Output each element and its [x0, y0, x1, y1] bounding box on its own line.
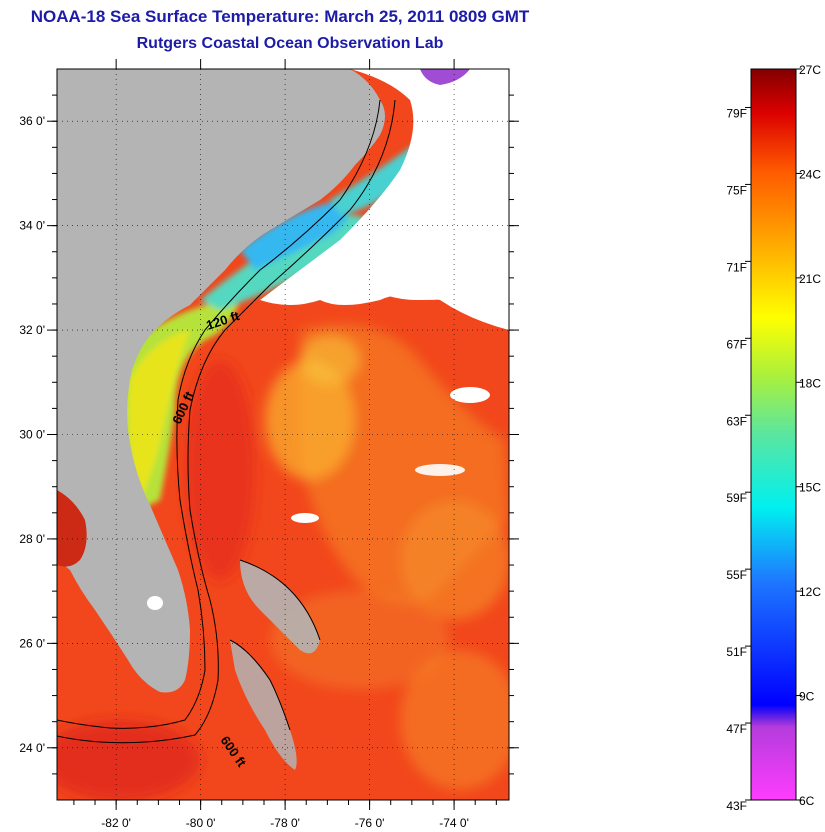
map-subtitle: Rutgers Coastal Ocean Observation Lab — [136, 35, 444, 52]
celsius-label: 18C — [799, 376, 821, 390]
lon-tick-label: -74 0' — [439, 816, 469, 830]
fahrenheit-label: 43F — [726, 799, 747, 813]
shelf-water — [120, 140, 423, 510]
lat-tick-label: 30 0' — [19, 428, 45, 442]
lon-tick-label: -82 0' — [101, 816, 131, 830]
sst-field — [57, 324, 509, 800]
celsius-label: 12C — [799, 585, 821, 599]
fahrenheit-label: 71F — [726, 260, 747, 274]
celsius-label: 21C — [799, 272, 821, 286]
fahrenheit-label: 79F — [726, 106, 747, 120]
celsius-label: 6C — [799, 794, 815, 808]
fahrenheit-label: 55F — [726, 568, 747, 582]
lat-tick-label: 24 0' — [19, 741, 45, 755]
cloud-mask — [260, 69, 509, 523]
lon-tick-label: -78 0' — [270, 816, 300, 830]
fahrenheit-label: 47F — [726, 722, 747, 736]
land-mass — [57, 69, 385, 770]
celsius-label: 15C — [799, 481, 821, 495]
celsius-label: 27C — [799, 63, 821, 77]
lon-tick-label: -76 0' — [355, 816, 385, 830]
celsius-label: 9C — [799, 690, 815, 704]
celsius-label: 24C — [799, 167, 821, 181]
lon-tick-label: -80 0' — [186, 816, 216, 830]
fahrenheit-label: 51F — [726, 645, 747, 659]
fahrenheit-label: 75F — [726, 183, 747, 197]
fahrenheit-label: 59F — [726, 491, 747, 505]
map-title: NOAA-18 Sea Surface Temperature: March 2… — [30, 7, 530, 26]
fahrenheit-label: 63F — [726, 414, 747, 428]
temperature-colorbar: 79F 75F 71F 67F 63F 59F 55F 51F 47F 43F 27C 24C 21C… — [726, 63, 821, 813]
lat-tick-label: 32 0' — [19, 323, 45, 337]
fahrenheit-label: 67F — [726, 337, 747, 351]
fahrenheit-scale: 79F 75F 71F 67F 63F 59F 55F 51F 47F 43F — [726, 106, 751, 813]
map-grid — [57, 69, 509, 800]
depth-contours — [57, 99, 396, 744]
lat-tick-label: 36 0' — [19, 114, 45, 128]
map-axis-ticks: 36 0' 34 0' 32 0' 30 0' 28 0' 26 0' 24 0' -82 0… — [19, 59, 519, 830]
sst-map: 36 0' 34 0' 32 0' 30 0' 28 0' 26 0' 24 0' -82 0… — [19, 59, 519, 830]
lat-tick-label: 34 0' — [19, 219, 45, 233]
lat-tick-label: 28 0' — [19, 532, 45, 546]
lat-tick-label: 26 0' — [19, 636, 45, 650]
colorbar-scale — [750, 68, 797, 801]
celsius-scale: 27C 24C 21C 18C 15C 12C 9C 6C — [796, 63, 821, 808]
